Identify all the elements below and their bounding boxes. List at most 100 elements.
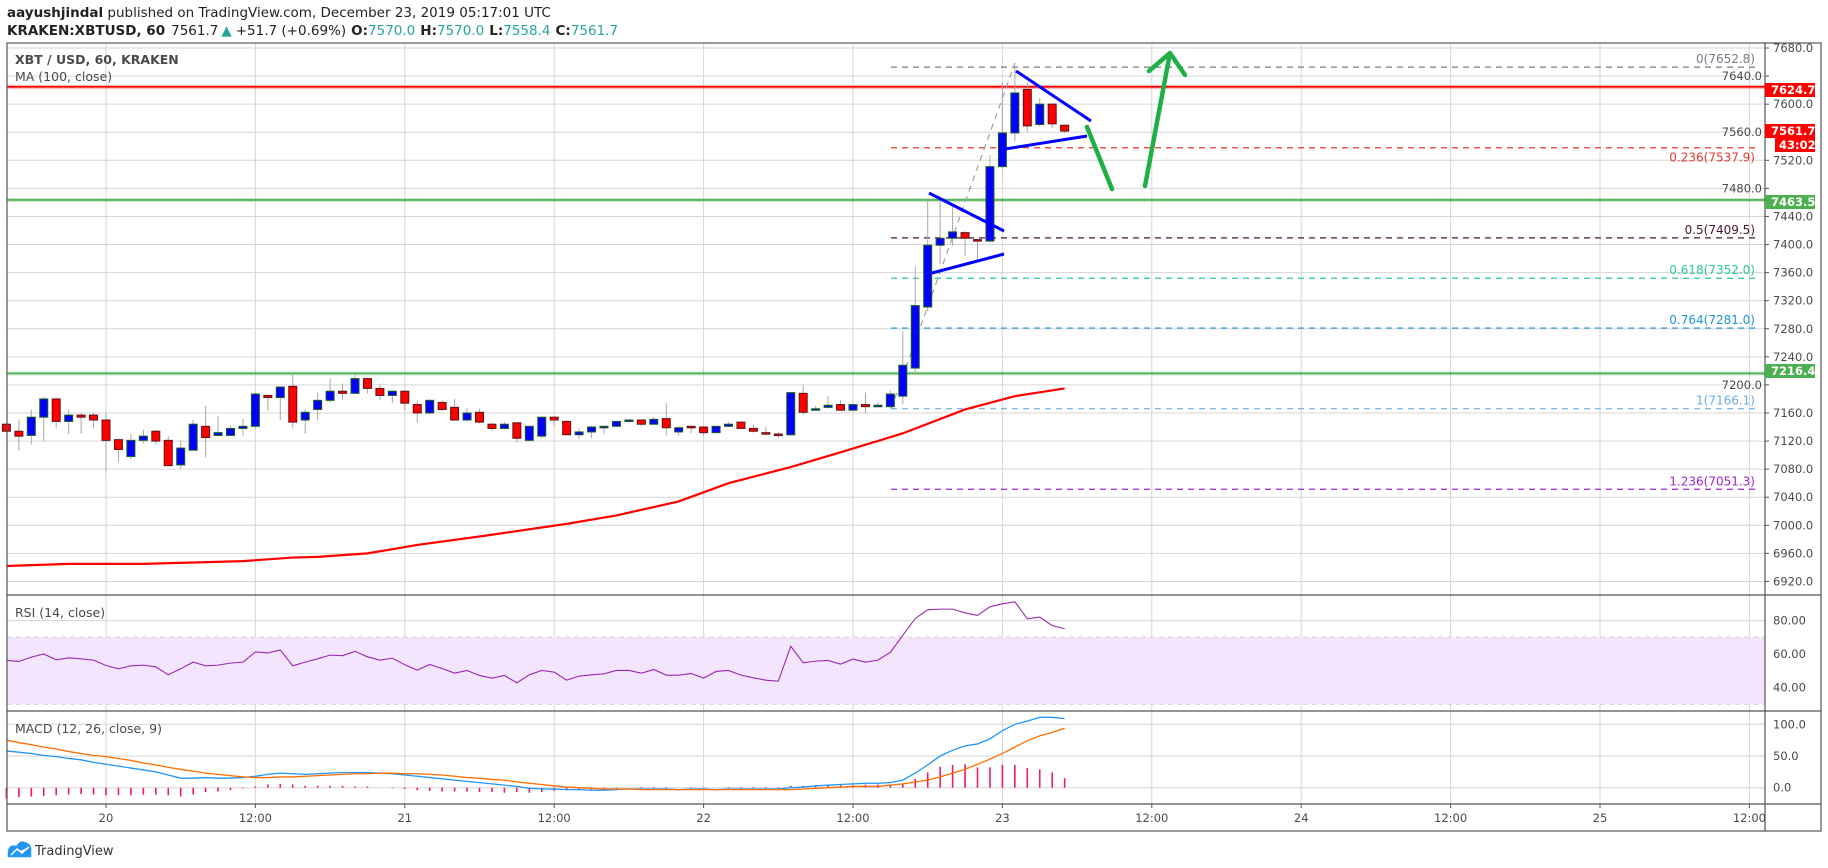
- candle-down: [375, 384, 385, 401]
- close-label: C:: [556, 23, 571, 39]
- tradingview-logo[interactable]: TradingView: [6, 839, 114, 859]
- candle-up: [649, 417, 659, 425]
- candle-body: [923, 244, 933, 308]
- candle-up: [238, 418, 248, 436]
- rsi-legend[interactable]: RSI (14, close): [15, 605, 105, 620]
- candle-down: [201, 405, 211, 458]
- candle-up: [188, 420, 198, 451]
- price-tick-label: 7000.0: [1773, 518, 1813, 532]
- rsi-band: [7, 637, 1765, 704]
- price-tick-label: 7200.0: [1722, 378, 1762, 392]
- candle-down: [487, 422, 497, 432]
- fib-level-label: 1.236(7051.3): [1669, 474, 1755, 488]
- candle-down: [412, 401, 422, 423]
- macd-legend[interactable]: MACD (12, 26, close, 9): [15, 721, 162, 736]
- candle-body: [362, 378, 372, 389]
- time-tick-label: 22: [696, 811, 711, 825]
- candle-up: [499, 422, 509, 430]
- symbol-info: KRAKEN:XBTUSD, 60 7561.7 ▲ +51.7 (+0.69%) O:…: [7, 23, 618, 39]
- candle-up: [250, 392, 260, 429]
- fib-retracement[interactable]: 0(7652.8) 0.236(7537.9) 0.5(7409.5) 0.618(7…: [891, 52, 1757, 490]
- candle-body: [176, 447, 186, 466]
- candle-body: [375, 387, 385, 396]
- last-price: 7561.7: [171, 23, 218, 39]
- close-value: 7561.7: [571, 23, 618, 39]
- time-tick-label: 12:00: [538, 811, 571, 825]
- time-tick-label: 12:00: [239, 811, 272, 825]
- candle-up: [524, 425, 534, 442]
- time-tick-label: 12:00: [836, 811, 869, 825]
- trendline-flag-upper[interactable]: [928, 191, 1005, 233]
- candle-body: [823, 404, 833, 408]
- candle-up: [387, 390, 397, 404]
- price-tick-label: 7560.0: [1722, 125, 1762, 139]
- candle-down: [400, 390, 410, 411]
- candle-down: [860, 392, 870, 414]
- price-tick-label: 7320.0: [1773, 294, 1813, 308]
- chart-title-legend[interactable]: XBT / USD, 60, KRAKEN: [15, 52, 179, 67]
- candle-down: [437, 400, 447, 411]
- candle-body: [101, 419, 111, 441]
- ma-legend[interactable]: MA (100, close): [15, 69, 112, 84]
- candle-body: [811, 408, 821, 411]
- candle-body: [288, 385, 298, 423]
- candle-body: [151, 430, 161, 442]
- high-label: H:: [420, 23, 437, 39]
- price-tick-label: 7040.0: [1773, 490, 1813, 504]
- price-tick-label: 7480.0: [1722, 181, 1762, 195]
- arrow-up-icon[interactable]: [1142, 50, 1188, 189]
- candle-body: [462, 412, 472, 421]
- candle-up: [848, 403, 858, 411]
- candle-body: [574, 431, 584, 436]
- candle-down: [761, 427, 771, 436]
- candle-down: [699, 426, 709, 436]
- price-badge-label: 7624.7: [1771, 83, 1815, 97]
- candle-body: [948, 231, 958, 239]
- pattern-drawings[interactable]: [928, 50, 1188, 275]
- candle-up: [873, 402, 883, 408]
- ma-line-group: [6, 387, 1065, 568]
- low-label: L:: [489, 23, 503, 39]
- candle-up: [126, 434, 136, 460]
- candle-down: [1022, 82, 1032, 133]
- candle-body: [748, 427, 758, 432]
- price-tick-label: 7440.0: [1773, 209, 1813, 223]
- candle-body: [1022, 88, 1032, 127]
- candle-body: [64, 414, 74, 422]
- candle-body: [263, 394, 273, 399]
- candle-down: [151, 429, 161, 445]
- trendline-triangle-upper[interactable]: [1015, 69, 1092, 123]
- rsi-tick-label: 40.00: [1773, 680, 1806, 694]
- fib-level-label: 0.5(7409.5): [1685, 223, 1755, 237]
- candle-body: [724, 423, 733, 427]
- author-name[interactable]: aayushjindal: [7, 5, 103, 21]
- candle-up: [226, 425, 235, 436]
- candle-body: [686, 425, 696, 429]
- price-tick-label: 7280.0: [1773, 322, 1813, 336]
- price-tick-label: 7120.0: [1773, 434, 1813, 448]
- price-tick-label: 6960.0: [1773, 546, 1813, 560]
- candle-body: [188, 423, 198, 451]
- trendline-triangle-lower[interactable]: [1004, 134, 1088, 151]
- candle-body: [1035, 103, 1045, 126]
- candle-body: [649, 418, 659, 425]
- arrow-down-icon[interactable]: [1084, 124, 1115, 192]
- candle-down: [798, 384, 808, 416]
- candle-body: [113, 439, 123, 450]
- price-badge-label: 7216.4: [1771, 364, 1815, 378]
- price-tick-label: 7240.0: [1773, 350, 1813, 364]
- candle-up: [898, 331, 908, 404]
- candle-body: [437, 401, 447, 410]
- candle-down: [450, 398, 460, 421]
- candle-body: [76, 414, 86, 418]
- candle-up: [823, 396, 833, 409]
- candle-down: [113, 438, 123, 463]
- trendline-flag-lower[interactable]: [931, 252, 1005, 275]
- time-tick-label: 12:00: [1733, 811, 1766, 825]
- price-tick-label: 7080.0: [1773, 462, 1813, 476]
- brand-name: TradingView: [34, 844, 114, 859]
- candle-down: [836, 400, 846, 411]
- candle-body: [960, 232, 970, 239]
- price-tick-label: 7400.0: [1773, 238, 1813, 252]
